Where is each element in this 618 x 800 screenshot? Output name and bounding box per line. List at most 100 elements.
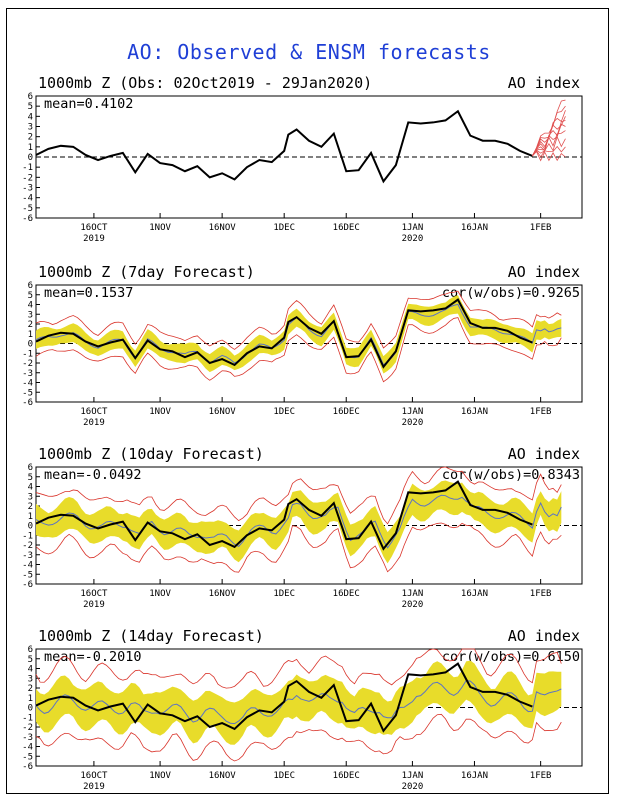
x-tick-label: 16JAN (461, 771, 488, 781)
ensemble-member-line (532, 145, 566, 158)
y-tick-label: 2 (28, 502, 33, 512)
x-tick-label: 1DEC (273, 589, 295, 599)
y-tick-label: 5 (28, 655, 33, 665)
y-tick-label: -4 (22, 561, 33, 571)
y-tick-label: -5 (22, 204, 33, 214)
panel-title: 1000mb Z (10day Forecast) (38, 445, 264, 463)
envelope-upper-line (35, 648, 562, 689)
year-label: 2020 (402, 782, 424, 792)
y-tick-label: 0 (28, 704, 33, 714)
y-tick-label: 6 (28, 281, 33, 291)
x-tick-label: 16DEC (333, 589, 360, 599)
x-tick-label: 16JAN (461, 589, 488, 599)
y-tick-label: -4 (22, 194, 33, 204)
ao-index-label: AO index (508, 627, 580, 645)
x-tick-label: 16NOV (209, 589, 237, 599)
year-label: 2019 (83, 234, 105, 244)
x-tick-label: 1FEB (530, 223, 552, 233)
y-tick-label: -5 (22, 388, 33, 398)
ensemble-spread-band (36, 480, 562, 564)
y-tick-label: -6 (22, 580, 33, 590)
panel-title: 1000mb Z (Obs: 02Oct2019 - 29Jan2020) (38, 74, 372, 92)
y-tick-label: -1 (22, 349, 33, 359)
correlation-label: cor(w/obs)=0.8343 (442, 467, 580, 483)
x-tick-label: 1DEC (273, 407, 295, 417)
y-tick-label: -5 (22, 570, 33, 580)
y-tick-label: 6 (28, 645, 33, 655)
x-tick-label: 16NOV (209, 771, 237, 781)
y-tick-label: -1 (22, 713, 33, 723)
observed-line (35, 662, 533, 733)
x-tick-label: 16NOV (209, 407, 237, 417)
mean-label: mean=-0.0492 (44, 467, 142, 483)
year-label: 2020 (402, 418, 424, 428)
ensemble-mean-line (35, 679, 562, 725)
year-label: 2020 (402, 600, 424, 610)
y-tick-label: 3 (28, 123, 33, 133)
ensemble-member-line (532, 130, 566, 157)
observed-line (35, 480, 533, 551)
x-tick-label: 1DEC (273, 771, 295, 781)
year-label: 2020 (402, 234, 424, 244)
x-tick-label: 16OCT (80, 407, 108, 417)
y-tick-label: 4 (28, 483, 33, 493)
y-tick-label: 6 (28, 463, 33, 473)
y-tick-label: 5 (28, 473, 33, 483)
y-tick-label: 0 (28, 340, 33, 350)
x-tick-label: 1FEB (530, 589, 552, 599)
envelope-lower-line (35, 317, 562, 383)
y-tick-label: 0 (28, 153, 33, 163)
y-tick-label: 5 (28, 102, 33, 112)
y-tick-label: -6 (22, 762, 33, 772)
envelope-upper-line (35, 290, 562, 350)
y-tick-label: -4 (22, 379, 33, 389)
chart-frame (6, 8, 609, 794)
x-tick-label: 16JAN (461, 407, 488, 417)
y-tick-label: -2 (22, 173, 33, 183)
mean-label: mean=0.1537 (44, 285, 133, 301)
y-tick-label: 0 (28, 522, 33, 532)
x-tick-label: 16DEC (333, 407, 360, 417)
x-tick-label: 16JAN (461, 223, 488, 233)
y-tick-label: -4 (22, 743, 33, 753)
mean-label: mean=-0.2010 (44, 649, 142, 665)
y-tick-label: 1 (28, 143, 33, 153)
y-tick-label: -1 (22, 531, 33, 541)
main-title: AO: Observed & ENSM forecasts (127, 40, 491, 64)
x-tick-label: 16NOV (209, 223, 237, 233)
ensemble-member-line (532, 135, 566, 157)
ao-index-label: AO index (508, 74, 580, 92)
y-tick-label: -6 (22, 214, 33, 224)
panel-4: 1000mb Z (14day Forecast) AO index mean=-0… (22, 627, 583, 792)
y-tick-label: -3 (22, 369, 33, 379)
x-tick-label: 1JAN (402, 771, 424, 781)
observed-line (35, 298, 533, 369)
correlation-label: cor(w/obs)=0.9265 (442, 285, 580, 301)
x-tick-label: 1JAN (402, 223, 424, 233)
ao-index-label: AO index (508, 445, 580, 463)
y-tick-label: -1 (22, 163, 33, 173)
observed-line (35, 109, 533, 184)
x-tick-label: 1JAN (402, 589, 424, 599)
panel-title: 1000mb Z (7day Forecast) (38, 263, 255, 281)
panel-1: 1000mb Z (Obs: 02Oct2019 - 29Jan2020) AO … (22, 74, 583, 244)
y-tick-label: 6 (28, 92, 33, 102)
ensemble-member-line (532, 123, 566, 157)
panel-3: 1000mb Z (10day Forecast) AO index mean=-0… (22, 445, 583, 610)
ensemble-member-line (532, 150, 566, 162)
y-tick-label: 1 (28, 330, 33, 340)
panel-2: 1000mb Z (7day Forecast) AO index mean=0.1… (22, 263, 583, 428)
x-tick-label: 16OCT (80, 223, 108, 233)
y-tick-label: 3 (28, 310, 33, 320)
y-tick-label: 1 (28, 512, 33, 522)
x-tick-label: 16OCT (80, 589, 108, 599)
y-tick-label: 4 (28, 301, 33, 311)
y-tick-label: -2 (22, 723, 33, 733)
year-label: 2019 (83, 600, 105, 610)
x-tick-label: 16DEC (333, 771, 360, 781)
y-tick-label: -3 (22, 184, 33, 194)
y-tick-label: 3 (28, 674, 33, 684)
x-tick-label: 1NOV (149, 407, 171, 417)
y-tick-label: -2 (22, 359, 33, 369)
envelope-lower-line (35, 713, 562, 762)
